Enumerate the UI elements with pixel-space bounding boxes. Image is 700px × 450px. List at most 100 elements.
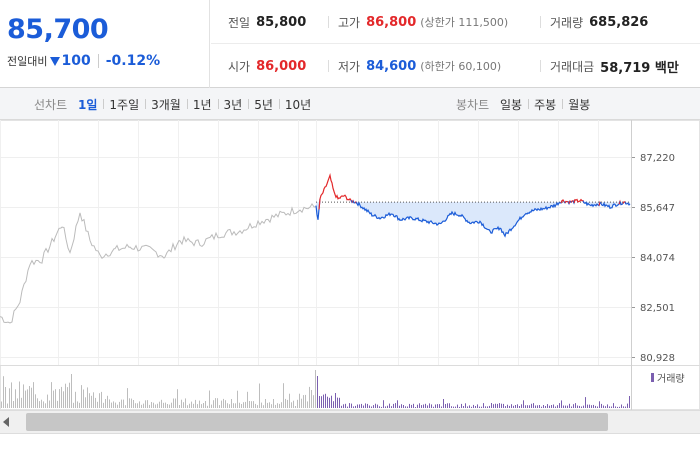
volume-bar	[435, 404, 436, 408]
today-line-down	[355, 200, 563, 238]
volume-bar	[195, 399, 196, 408]
volume-bar	[509, 405, 510, 408]
volume-bar	[183, 402, 184, 408]
stat-value: 58,719 백만	[600, 60, 679, 76]
stat-high: 고가 86,800 (상한가 111,500)	[328, 0, 509, 44]
volume-bar	[7, 403, 8, 408]
candle-period-tab[interactable]: 월봉	[562, 96, 596, 113]
volume-bar	[301, 398, 302, 408]
volume-bar	[39, 401, 40, 408]
stat-low: 저가 84,600 (하한가 60,100)	[328, 44, 501, 88]
volume-bar	[165, 402, 166, 408]
volume-bar	[517, 404, 518, 408]
volume-bar	[55, 389, 56, 408]
volume-bar	[395, 403, 396, 408]
candle-period-tab[interactable]: 일봉	[500, 98, 523, 112]
line-period-tab[interactable]: 3개월	[145, 96, 187, 113]
y-tick-label: 82,501	[640, 303, 675, 314]
price-summary: 85,700 전일대비 100 -0.12% 전일 85,800 고가 86,8…	[0, 0, 700, 88]
volume-bar	[15, 389, 16, 408]
volume-bar	[615, 406, 616, 408]
volume-bar	[469, 405, 470, 408]
volume-bar	[3, 376, 4, 408]
volume-bar	[169, 404, 170, 408]
volume-bar	[421, 405, 422, 408]
volume-bar	[111, 402, 112, 408]
volume-bar	[627, 403, 628, 408]
volume-bar	[155, 404, 156, 408]
volume-bar	[443, 399, 444, 408]
volume-bar	[357, 404, 358, 408]
volume-bar	[501, 403, 502, 408]
volume-bar	[573, 404, 574, 408]
volume-bar	[529, 405, 530, 408]
volume-bar	[235, 403, 236, 408]
y-tick-label: 80,928	[640, 353, 675, 364]
volume-bar	[549, 405, 550, 408]
volume-bar	[563, 405, 564, 408]
volume-bar	[599, 401, 600, 408]
line-period-tab[interactable]: 10년	[278, 96, 317, 113]
volume-bar	[247, 391, 248, 408]
line-period-tab[interactable]: 1년	[186, 96, 218, 113]
volume-bar	[341, 405, 342, 408]
volume-bar	[497, 403, 498, 408]
volume-bar	[177, 389, 178, 408]
volume-bar	[377, 404, 378, 408]
volume-bar	[199, 400, 200, 408]
volume-bar	[581, 406, 582, 408]
stat-prev-close: 전일 85,800	[228, 0, 306, 44]
volume-bar	[441, 406, 442, 408]
line-period-tab[interactable]: 1일	[78, 98, 98, 112]
volume-bar	[591, 405, 592, 408]
volume-bar	[459, 406, 460, 408]
stat-sub: (상한가 111,500)	[420, 16, 509, 29]
volume-bar	[487, 406, 488, 408]
volume-bar	[285, 398, 286, 408]
volume-bar	[119, 401, 120, 408]
volume-bar	[249, 401, 250, 408]
volume-bar	[381, 406, 382, 408]
volume-bar	[77, 401, 78, 408]
volume-bar	[175, 398, 176, 408]
stat-value: 85,800	[256, 14, 307, 30]
volume-bar	[473, 404, 474, 408]
volume-bar	[117, 404, 118, 408]
volume-bar	[209, 390, 210, 408]
volume-bar	[91, 395, 92, 408]
volume-bar	[483, 403, 484, 408]
candle-period-tab[interactable]: 주봉	[528, 96, 562, 113]
volume-bar	[105, 399, 106, 408]
volume-bar	[567, 405, 568, 408]
volume-bar	[299, 393, 300, 408]
volume-bar	[93, 392, 94, 408]
volume-bar	[463, 406, 464, 408]
line-period-tab[interactable]: 5년	[248, 96, 279, 113]
volume-bar	[31, 387, 32, 408]
line-period-tab[interactable]: 3년	[217, 96, 249, 113]
volume-bar	[587, 404, 588, 408]
y-tick-label: 87,220	[640, 153, 675, 164]
volume-bar	[585, 397, 586, 408]
stat-value: 86,000	[256, 58, 307, 74]
volume-legend-swatch	[651, 373, 654, 382]
volume-bar	[245, 401, 246, 408]
volume-bar	[519, 406, 520, 408]
volume-bar	[363, 405, 364, 408]
volume-bar	[87, 387, 88, 408]
scroll-left-arrow-icon[interactable]	[3, 417, 9, 427]
volume-bar	[365, 403, 366, 408]
volume-bar	[1, 401, 2, 408]
chart-scrollbar[interactable]	[0, 410, 700, 434]
volume-bar	[309, 386, 310, 408]
volume-bar	[321, 396, 322, 408]
volume-bar	[207, 405, 208, 408]
volume-bar	[337, 397, 338, 408]
scroll-thumb[interactable]	[26, 413, 608, 431]
volume-bar	[197, 404, 198, 408]
line-period-tab[interactable]: 1주일	[103, 96, 145, 113]
volume-bar	[451, 406, 452, 408]
volume-bar	[539, 405, 540, 408]
volume-bar	[273, 399, 274, 408]
volume-bar	[457, 404, 458, 408]
